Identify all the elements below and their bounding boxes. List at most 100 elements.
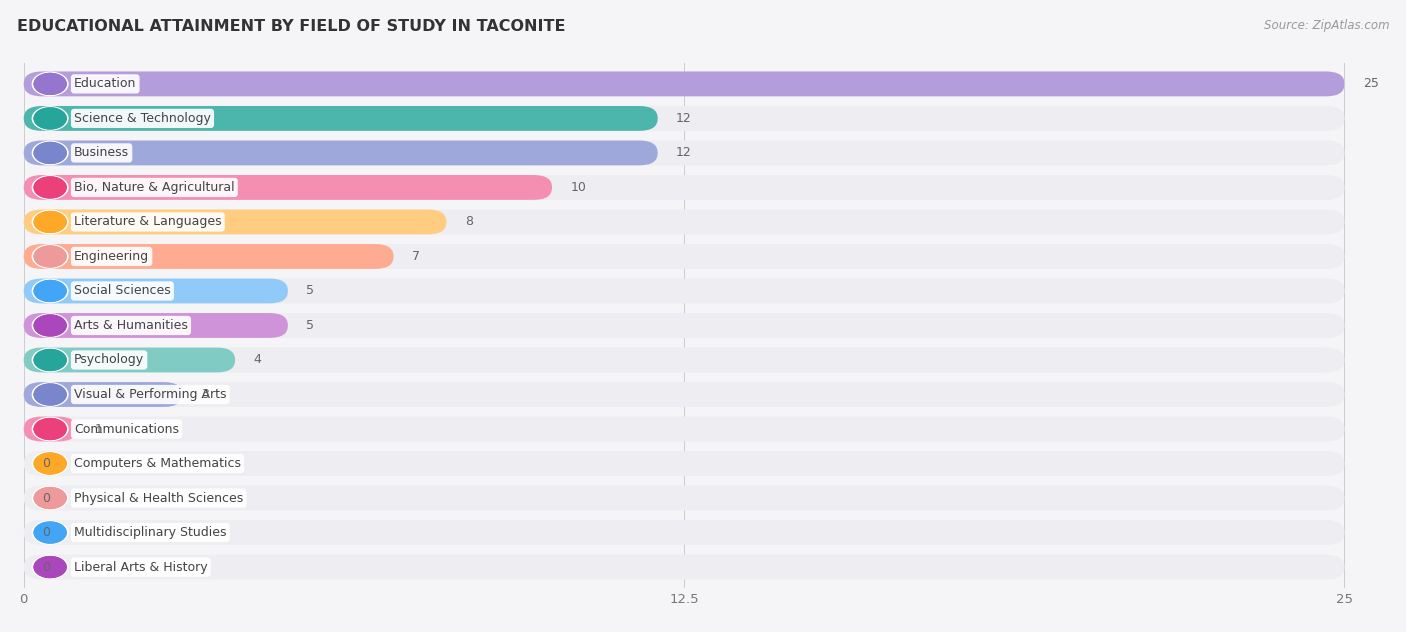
Circle shape [34, 522, 66, 543]
Circle shape [32, 107, 67, 130]
Text: Social Sciences: Social Sciences [75, 284, 170, 298]
Text: Arts & Humanities: Arts & Humanities [75, 319, 188, 332]
Circle shape [34, 384, 66, 405]
Circle shape [34, 488, 66, 509]
Text: 5: 5 [307, 284, 315, 298]
Text: 5: 5 [307, 319, 315, 332]
FancyBboxPatch shape [24, 175, 1344, 200]
Circle shape [34, 522, 66, 543]
Circle shape [32, 210, 67, 234]
Circle shape [32, 176, 67, 199]
Circle shape [34, 108, 66, 129]
Circle shape [34, 349, 66, 370]
Circle shape [34, 453, 66, 474]
Circle shape [34, 212, 66, 233]
Circle shape [32, 348, 67, 372]
Text: Multidisciplinary Studies: Multidisciplinary Studies [75, 526, 226, 539]
FancyBboxPatch shape [24, 451, 1344, 476]
Text: 0: 0 [42, 457, 51, 470]
Circle shape [34, 73, 66, 94]
Circle shape [34, 315, 66, 336]
Text: Physical & Health Sciences: Physical & Health Sciences [75, 492, 243, 504]
FancyBboxPatch shape [24, 348, 1344, 372]
Circle shape [34, 177, 66, 198]
Circle shape [32, 279, 67, 303]
Text: Source: ZipAtlas.com: Source: ZipAtlas.com [1264, 19, 1389, 32]
Text: 4: 4 [253, 353, 262, 367]
Text: Liberal Arts & History: Liberal Arts & History [75, 561, 208, 574]
Circle shape [34, 108, 66, 129]
Text: 0: 0 [42, 561, 51, 574]
Text: Bio, Nature & Agricultural: Bio, Nature & Agricultural [75, 181, 235, 194]
Text: Communications: Communications [75, 423, 179, 435]
Text: Education: Education [75, 77, 136, 90]
Circle shape [32, 452, 67, 475]
FancyBboxPatch shape [24, 140, 1344, 166]
Circle shape [34, 488, 66, 509]
Circle shape [32, 314, 67, 337]
FancyBboxPatch shape [24, 520, 1344, 545]
FancyBboxPatch shape [24, 382, 1344, 407]
Circle shape [32, 521, 67, 544]
Circle shape [32, 142, 67, 164]
Text: Engineering: Engineering [75, 250, 149, 263]
FancyBboxPatch shape [24, 555, 1344, 580]
Text: Literature & Languages: Literature & Languages [75, 216, 222, 228]
Circle shape [34, 418, 66, 439]
FancyBboxPatch shape [24, 210, 1344, 234]
Circle shape [32, 245, 67, 268]
Text: EDUCATIONAL ATTAINMENT BY FIELD OF STUDY IN TACONITE: EDUCATIONAL ATTAINMENT BY FIELD OF STUDY… [17, 19, 565, 34]
FancyBboxPatch shape [24, 279, 288, 303]
FancyBboxPatch shape [24, 416, 76, 441]
FancyBboxPatch shape [24, 416, 1344, 441]
Circle shape [34, 281, 66, 301]
FancyBboxPatch shape [24, 210, 446, 234]
Circle shape [34, 246, 66, 267]
Circle shape [32, 487, 67, 509]
FancyBboxPatch shape [24, 244, 1344, 269]
FancyBboxPatch shape [24, 140, 658, 166]
FancyBboxPatch shape [24, 244, 394, 269]
Text: 8: 8 [465, 216, 472, 228]
FancyBboxPatch shape [24, 71, 1344, 96]
FancyBboxPatch shape [24, 279, 1344, 303]
Circle shape [34, 315, 66, 336]
FancyBboxPatch shape [24, 313, 1344, 338]
Circle shape [34, 384, 66, 405]
Circle shape [32, 556, 67, 579]
FancyBboxPatch shape [24, 175, 553, 200]
Circle shape [34, 177, 66, 198]
FancyBboxPatch shape [24, 106, 658, 131]
Text: 25: 25 [1362, 77, 1379, 90]
Text: 0: 0 [42, 492, 51, 504]
Text: 1: 1 [96, 423, 103, 435]
Circle shape [32, 383, 67, 406]
Text: Business: Business [75, 147, 129, 159]
Circle shape [34, 142, 66, 163]
Circle shape [34, 142, 66, 163]
Circle shape [34, 557, 66, 578]
Circle shape [34, 73, 66, 94]
FancyBboxPatch shape [24, 71, 1344, 96]
Circle shape [34, 349, 66, 370]
Circle shape [34, 281, 66, 301]
Circle shape [34, 246, 66, 267]
Text: Visual & Performing Arts: Visual & Performing Arts [75, 388, 226, 401]
Text: Computers & Mathematics: Computers & Mathematics [75, 457, 240, 470]
Text: 12: 12 [676, 112, 692, 125]
Text: 0: 0 [42, 526, 51, 539]
Text: 7: 7 [412, 250, 420, 263]
Text: Science & Technology: Science & Technology [75, 112, 211, 125]
Circle shape [34, 453, 66, 474]
Text: 12: 12 [676, 147, 692, 159]
Text: Psychology: Psychology [75, 353, 145, 367]
Circle shape [34, 557, 66, 578]
Text: 10: 10 [571, 181, 586, 194]
FancyBboxPatch shape [24, 348, 235, 372]
Circle shape [34, 418, 66, 439]
Text: 3: 3 [201, 388, 208, 401]
Circle shape [32, 72, 67, 95]
FancyBboxPatch shape [24, 382, 183, 407]
FancyBboxPatch shape [24, 106, 1344, 131]
FancyBboxPatch shape [24, 485, 1344, 511]
